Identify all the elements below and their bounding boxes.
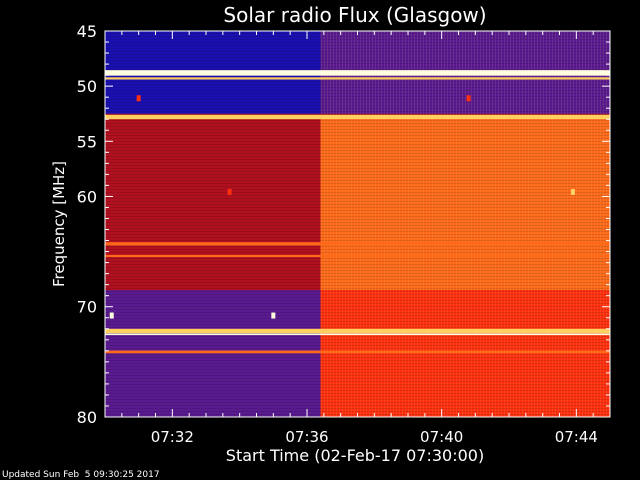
burst-spot: [570, 189, 575, 196]
burst-spot: [227, 189, 232, 196]
heatmap-column-texture: [320, 31, 610, 417]
y-axis-label: Frequency [MHz]: [50, 161, 68, 287]
x-axis-label: Start Time (02-Feb-17 07:30:00): [226, 446, 484, 465]
footer-updated-text: Updated Sun Feb 5 09:30:25 2017: [2, 470, 160, 480]
y-tick-label: 55: [77, 132, 97, 151]
frequency-band: [105, 254, 610, 258]
burst-spot: [136, 95, 141, 102]
y-tick-label: 70: [77, 298, 97, 317]
frequency-band: [105, 77, 610, 80]
frequency-band: [105, 114, 610, 120]
y-tick-label: 60: [77, 187, 97, 206]
frequency-band: [105, 350, 610, 354]
x-axis: 07:32 07:36 07:40 07:44: [121, 31, 598, 446]
frequency-band: [105, 242, 610, 246]
burst-spot: [271, 312, 276, 319]
frequency-band: [105, 70, 610, 76]
burst-spot: [109, 312, 114, 319]
x-tick-label: 07:40: [420, 428, 463, 446]
x-tick-label: 07:36: [285, 428, 328, 446]
y-tick-label: 45: [77, 22, 97, 41]
y-axis: 45 50 55 60 70 80: [77, 22, 610, 427]
x-tick-label: 07:32: [151, 428, 194, 446]
y-tick-label: 80: [77, 408, 97, 427]
frequency-band: [105, 333, 610, 336]
y-tick-label: 50: [77, 77, 97, 96]
chart-title: Solar radio Flux (Glasgow): [223, 3, 486, 27]
plot-area: [105, 31, 610, 417]
frequency-band: [105, 328, 610, 334]
x-tick-label: 07:44: [555, 428, 598, 446]
burst-spot: [466, 95, 471, 102]
